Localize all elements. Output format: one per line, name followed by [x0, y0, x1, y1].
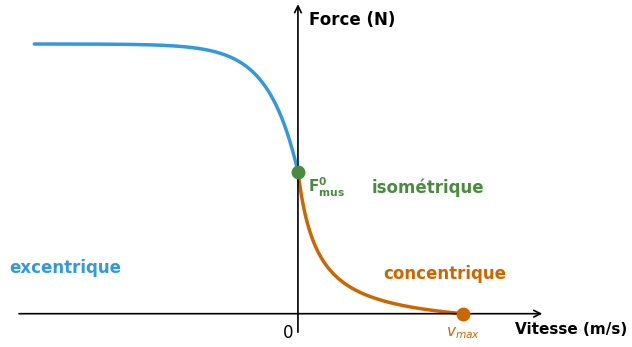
Text: $v_{max}$: $v_{max}$: [446, 325, 480, 341]
Text: concentrique: concentrique: [384, 265, 507, 283]
Text: isométrique: isométrique: [372, 179, 485, 197]
Text: 0: 0: [283, 324, 293, 342]
Text: Vitesse (m/s): Vitesse (m/s): [516, 322, 628, 337]
Text: $\mathbf{F^0_{mus}}$: $\mathbf{F^0_{mus}}$: [308, 176, 345, 199]
Text: excentrique: excentrique: [9, 259, 121, 277]
Text: Force (N): Force (N): [310, 11, 396, 29]
